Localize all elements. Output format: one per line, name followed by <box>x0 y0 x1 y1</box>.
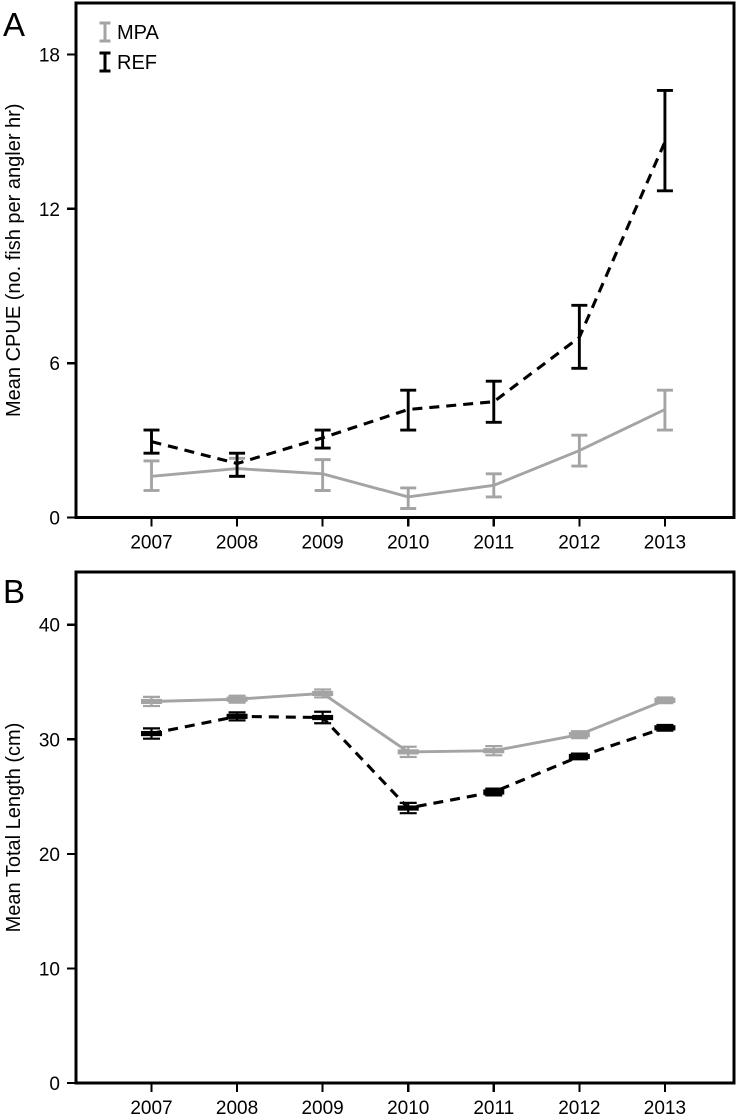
series-ref-marker <box>483 789 505 795</box>
panel-a-label: A <box>3 6 26 43</box>
x-tick-label: 2012 <box>558 533 600 554</box>
x-tick-label: 2007 <box>130 1098 172 1117</box>
panel-a: 0 6 12 18 2007 2008 2009 2010 2011 2012 2013 Mean C… <box>3 1 736 554</box>
legend-ref-label: REF <box>117 52 157 74</box>
series-mpa-marker <box>397 749 419 755</box>
y-tick-label: 10 <box>39 959 60 980</box>
y-tick-label: 0 <box>49 1074 60 1095</box>
x-tick-label: 2011 <box>473 533 514 554</box>
series-mpa-marker <box>568 732 590 738</box>
x-axis-ticks: 2007 2008 2009 2010 2011 2012 2013 <box>130 1083 686 1117</box>
y-axis-ticks: 0 10 20 30 40 <box>39 616 76 1095</box>
y-axis-ticks: 0 6 12 18 <box>39 45 76 530</box>
x-tick-label: 2012 <box>558 1098 600 1117</box>
series-ref-errorbars <box>143 89 673 478</box>
x-axis-ticks: 2007 2008 2009 2010 2011 2012 2013 <box>130 517 686 554</box>
series-mpa-markers <box>141 690 676 755</box>
series-mpa-line <box>151 691 666 754</box>
x-tick-label: 2008 <box>216 533 258 554</box>
series-ref-marker <box>226 713 248 719</box>
x-tick-label: 2013 <box>644 1098 686 1117</box>
plot-box <box>74 1 736 519</box>
panel-b: 0 10 20 30 40 2007 2008 2009 2010 2011 2012 2013 Mea… <box>3 570 736 1117</box>
x-tick-label: 2008 <box>216 1098 258 1117</box>
series-ref-marker <box>397 805 419 811</box>
legend-mpa-label: MPA <box>117 22 160 44</box>
legend-ref: REF <box>99 51 157 74</box>
x-tick-label: 2010 <box>387 1098 429 1117</box>
x-tick-label: 2009 <box>301 533 343 554</box>
series-mpa-errorbars <box>143 688 674 759</box>
y-axis-title: Mean Total Length (cm) <box>3 723 25 933</box>
y-tick-label: 0 <box>49 509 60 530</box>
y-tick-label: 18 <box>39 45 60 66</box>
y-tick-label: 20 <box>39 845 60 866</box>
x-tick-label: 2013 <box>644 533 686 554</box>
x-tick-label: 2010 <box>387 533 429 554</box>
series-mpa-marker <box>141 698 162 705</box>
series-ref <box>141 710 676 815</box>
x-tick-label: 2011 <box>473 1098 514 1117</box>
series-ref-marker <box>568 753 590 760</box>
legend: MPA REF <box>99 21 160 74</box>
y-tick-label: 30 <box>39 730 60 751</box>
panel-b-label: B <box>3 573 26 610</box>
y-tick-label: 12 <box>39 200 60 221</box>
series-mpa <box>141 688 676 759</box>
y-axis-title: Mean CPUE (no. fish per angler hr) <box>3 104 25 417</box>
y-tick-label: 40 <box>39 616 60 637</box>
series-ref-markers <box>141 713 676 811</box>
series-mpa-marker <box>226 696 248 702</box>
series-ref <box>143 89 673 478</box>
x-tick-label: 2007 <box>130 533 172 554</box>
series-ref-marker <box>312 714 334 721</box>
series-mpa-marker <box>483 748 505 754</box>
x-tick-label: 2009 <box>301 1098 343 1117</box>
series-ref-marker <box>654 725 676 731</box>
series-mpa-marker <box>312 690 334 697</box>
legend-mpa: MPA <box>99 21 160 44</box>
series-ref-marker <box>141 730 162 737</box>
plot-box <box>74 570 736 1085</box>
series-ref-errorbars <box>143 710 674 815</box>
series-mpa-marker <box>654 697 676 703</box>
y-tick-label: 6 <box>49 354 60 375</box>
